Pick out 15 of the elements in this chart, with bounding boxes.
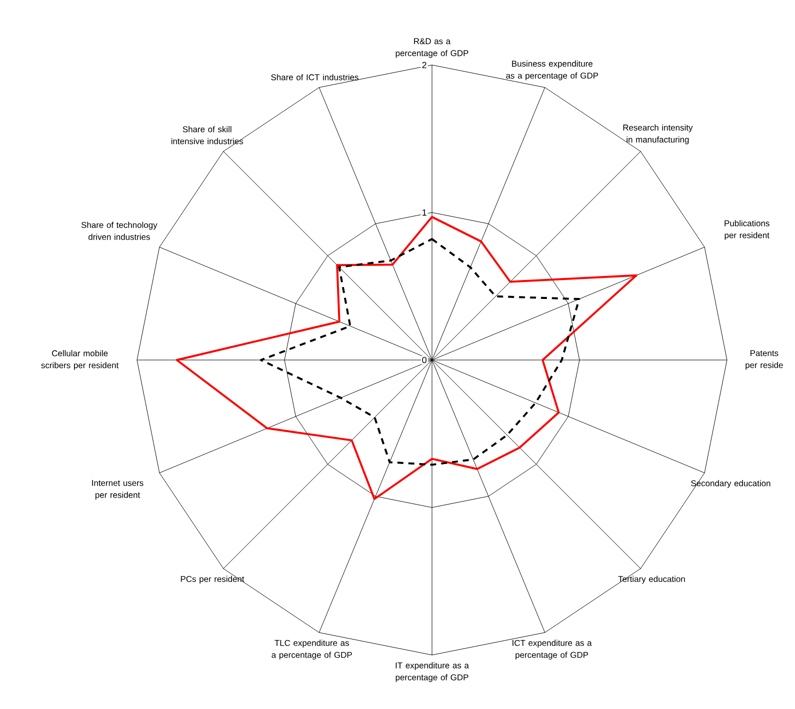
spoke-label: ICT expenditure as a percentage of GDP [512,640,592,660]
spoke-label: TLC expenditure as a percentage of GDP [272,640,352,660]
spoke-label: Share of ICT industries [271,74,358,80]
spoke-label: Publications per resident [724,220,770,240]
spoke-label: Research intensity in manufacturing [623,124,693,144]
spoke-label: Business expenditure as a percentage of GDP [506,60,598,80]
y-tick-label: 1 [422,209,426,216]
spoke-label: IT expenditure as a percentage of GDP [396,662,469,682]
spoke-label: Share of technology driven industries [81,222,158,240]
spoke-label: Cellular mobile scribers per resident [41,350,119,370]
y-tick-label: 2 [422,62,426,68]
spoke-label: Internet users per resident [92,480,144,500]
spoke-label: Patents per reside [746,350,783,370]
y-tick-label: 0 [422,356,426,364]
spoke-label: R&D as a percentage of GDP [396,38,468,58]
